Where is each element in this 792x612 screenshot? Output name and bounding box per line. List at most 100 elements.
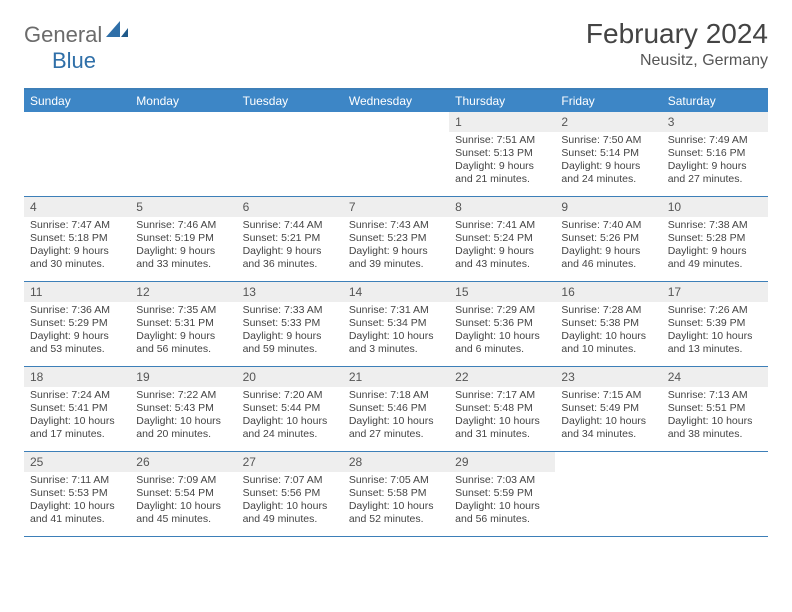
sunset-text: Sunset: 5:31 PM [136,317,230,330]
day-cell: 25Sunrise: 7:11 AMSunset: 5:53 PMDayligh… [24,452,130,536]
sunrise-text: Sunrise: 7:15 AM [561,389,655,402]
daylight-text: Daylight: 9 hours and 43 minutes. [455,245,549,271]
day-body: Sunrise: 7:24 AMSunset: 5:41 PMDaylight:… [24,387,130,445]
day-cell [130,112,236,196]
day-cell: 14 Sunrise: 7:31 AMSunset: 5:34 PMDayligh… [343,282,449,366]
sunrise-text: Sunrise: 7:47 AM [30,219,124,232]
day-number: 24 [662,367,768,387]
daylight-text: Daylight: 9 hours and 36 minutes. [243,245,337,271]
day-body: Sunrise: 7:50 AMSunset: 5:14 PMDaylight:… [555,132,661,190]
day-cell: 6Sunrise: 7:44 AMSunset: 5:21 PMDaylight… [237,197,343,281]
sunrise-text: Sunrise: 7:17 AM [455,389,549,402]
sunset-text: Sunset: 5:26 PM [561,232,655,245]
day-cell: 17Sunrise: 7:26 AMSunset: 5:39 PMDayligh… [662,282,768,366]
day-number: 14 [343,282,449,302]
day-number: 26 [130,452,236,472]
day-cell: 19Sunrise: 7:22 AMSunset: 5:43 PMDayligh… [130,367,236,451]
day-number: 22 [449,367,555,387]
sunset-text: Sunset: 5:44 PM [243,402,337,415]
logo-blue: Blue [52,48,96,74]
dow-saturday: Saturday [662,90,768,112]
daylight-text: Daylight: 10 hours and 34 minutes. [561,415,655,441]
day-body: Sunrise: 7:35 AMSunset: 5:31 PMDaylight:… [130,302,236,360]
sunset-text: Sunset: 5:36 PM [455,317,549,330]
daylight-text: Daylight: 9 hours and 24 minutes. [561,160,655,186]
day-body: Sunrise: 7:44 AMSunset: 5:21 PMDaylight:… [237,217,343,275]
day-cell: 1Sunrise: 7:51 AMSunset: 5:13 PMDaylight… [449,112,555,196]
dow-thursday: Thursday [449,90,555,112]
sunrise-text: Sunrise: 7:13 AM [668,389,762,402]
daylight-text: Daylight: 9 hours and 33 minutes. [136,245,230,271]
sunrise-text: Sunrise: 7:26 AM [668,304,762,317]
day-cell [343,112,449,196]
sunrise-text: Sunrise: 7:44 AM [243,219,337,232]
day-body: Sunrise: 7:03 AMSunset: 5:59 PMDaylight:… [449,472,555,530]
sunset-text: Sunset: 5:46 PM [349,402,443,415]
sunset-text: Sunset: 5:16 PM [668,147,762,160]
sunrise-text: Sunrise: 7:22 AM [136,389,230,402]
day-body: Sunrise: 7:07 AMSunset: 5:56 PMDaylight:… [237,472,343,530]
daylight-text: Daylight: 9 hours and 46 minutes. [561,245,655,271]
sunset-text: Sunset: 5:56 PM [243,487,337,500]
daylight-text: Daylight: 10 hours and 52 minutes. [349,500,443,526]
daylight-text: Daylight: 10 hours and 20 minutes. [136,415,230,441]
day-cell: 18Sunrise: 7:24 AMSunset: 5:41 PMDayligh… [24,367,130,451]
sunset-text: Sunset: 5:39 PM [668,317,762,330]
day-number: 6 [237,197,343,217]
weeks-container: 1Sunrise: 7:51 AMSunset: 5:13 PMDaylight… [24,112,768,537]
day-cell: 16Sunrise: 7:28 AMSunset: 5:38 PMDayligh… [555,282,661,366]
sunrise-text: Sunrise: 7:46 AM [136,219,230,232]
day-number: 13 [237,282,343,302]
sunset-text: Sunset: 5:58 PM [349,487,443,500]
daylight-text: Daylight: 10 hours and 56 minutes. [455,500,549,526]
daylight-text: Daylight: 10 hours and 41 minutes. [30,500,124,526]
day-body: Sunrise: 7:29 AMSunset: 5:36 PMDaylight:… [449,302,555,360]
sunrise-text: Sunrise: 7:31 AM [349,304,443,317]
day-number: 12 [130,282,236,302]
day-body: Sunrise: 7:41 AMSunset: 5:24 PMDaylight:… [449,217,555,275]
day-body: Sunrise: 7:49 AMSunset: 5:16 PMDaylight:… [662,132,768,190]
daylight-text: Daylight: 9 hours and 53 minutes. [30,330,124,356]
day-cell [662,452,768,536]
day-number: 20 [237,367,343,387]
dow-friday: Friday [555,90,661,112]
day-number: 4 [24,197,130,217]
daylight-text: Daylight: 10 hours and 13 minutes. [668,330,762,356]
sunset-text: Sunset: 5:34 PM [349,317,443,330]
day-cell: 3Sunrise: 7:49 AMSunset: 5:16 PMDaylight… [662,112,768,196]
day-body: Sunrise: 7:18 AMSunset: 5:46 PMDaylight:… [343,387,449,445]
sunrise-text: Sunrise: 7:36 AM [30,304,124,317]
day-cell: 28Sunrise: 7:05 AMSunset: 5:58 PMDayligh… [343,452,449,536]
day-cell: 4Sunrise: 7:47 AMSunset: 5:18 PMDaylight… [24,197,130,281]
sunrise-text: Sunrise: 7:35 AM [136,304,230,317]
day-number: 29 [449,452,555,472]
day-cell: 8Sunrise: 7:41 AMSunset: 5:24 PMDaylight… [449,197,555,281]
sunset-text: Sunset: 5:51 PM [668,402,762,415]
dow-monday: Monday [130,90,236,112]
daylight-text: Daylight: 10 hours and 6 minutes. [455,330,549,356]
day-cell: 22Sunrise: 7:17 AMSunset: 5:48 PMDayligh… [449,367,555,451]
sunset-text: Sunset: 5:41 PM [30,402,124,415]
day-cell: 13Sunrise: 7:33 AMSunset: 5:33 PMDayligh… [237,282,343,366]
day-body: Sunrise: 7:28 AMSunset: 5:38 PMDaylight:… [555,302,661,360]
daylight-text: Daylight: 10 hours and 3 minutes. [349,330,443,356]
day-cell: 27Sunrise: 7:07 AMSunset: 5:56 PMDayligh… [237,452,343,536]
week-row: 1Sunrise: 7:51 AMSunset: 5:13 PMDaylight… [24,112,768,197]
day-number: 28 [343,452,449,472]
sunset-text: Sunset: 5:43 PM [136,402,230,415]
daylight-text: Daylight: 9 hours and 39 minutes. [349,245,443,271]
day-cell: 5Sunrise: 7:46 AMSunset: 5:19 PMDaylight… [130,197,236,281]
day-cell: 11Sunrise: 7:36 AMSunset: 5:29 PMDayligh… [24,282,130,366]
day-number: 3 [662,112,768,132]
day-body: Sunrise: 7:47 AMSunset: 5:18 PMDaylight:… [24,217,130,275]
day-body: Sunrise: 7:43 AMSunset: 5:23 PMDaylight:… [343,217,449,275]
daylight-text: Daylight: 10 hours and 10 minutes. [561,330,655,356]
sunset-text: Sunset: 5:59 PM [455,487,549,500]
daylight-text: Daylight: 9 hours and 56 minutes. [136,330,230,356]
daylight-text: Daylight: 10 hours and 31 minutes. [455,415,549,441]
week-row: 18Sunrise: 7:24 AMSunset: 5:41 PMDayligh… [24,367,768,452]
daylight-text: Daylight: 10 hours and 27 minutes. [349,415,443,441]
day-body: Sunrise: 7:26 AMSunset: 5:39 PMDaylight:… [662,302,768,360]
day-cell: 21Sunrise: 7:18 AMSunset: 5:46 PMDayligh… [343,367,449,451]
day-body: Sunrise: 7:09 AMSunset: 5:54 PMDaylight:… [130,472,236,530]
